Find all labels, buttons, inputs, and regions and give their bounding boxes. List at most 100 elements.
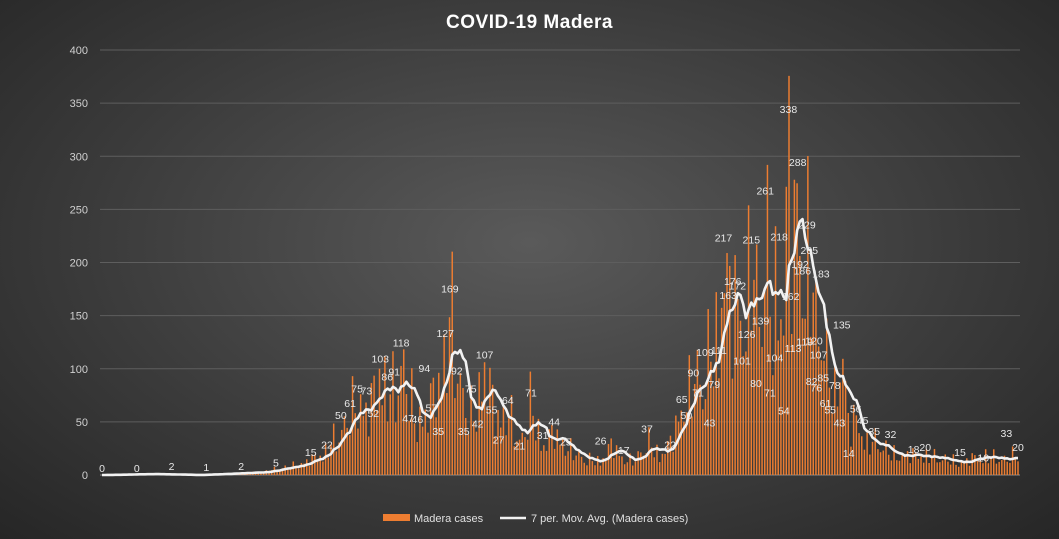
bar bbox=[384, 356, 386, 475]
bar bbox=[346, 427, 348, 475]
data-label: 61 bbox=[344, 398, 356, 410]
bar bbox=[909, 463, 911, 475]
bar bbox=[667, 441, 669, 475]
data-label: 1 bbox=[203, 462, 209, 474]
bar bbox=[354, 413, 356, 475]
bar bbox=[306, 459, 308, 475]
bar bbox=[462, 388, 464, 475]
bar bbox=[712, 386, 715, 475]
bar bbox=[381, 405, 383, 475]
bar bbox=[882, 450, 885, 475]
bar bbox=[548, 429, 550, 475]
data-label: 15 bbox=[954, 447, 966, 459]
bar bbox=[755, 244, 758, 475]
data-label: 113 bbox=[785, 343, 802, 355]
data-label: 32 bbox=[885, 429, 897, 441]
bar bbox=[728, 265, 731, 475]
bar bbox=[532, 415, 534, 475]
data-label: 27 bbox=[493, 434, 505, 446]
bar bbox=[580, 456, 583, 475]
bar bbox=[446, 393, 448, 475]
data-label: 35 bbox=[432, 426, 444, 438]
bar bbox=[373, 375, 375, 475]
data-label: 139 bbox=[752, 315, 770, 327]
bar bbox=[483, 362, 486, 475]
bar bbox=[823, 360, 825, 475]
bar bbox=[553, 448, 556, 475]
bar bbox=[481, 401, 483, 475]
bar bbox=[341, 429, 343, 475]
data-label: 135 bbox=[833, 320, 851, 332]
bar bbox=[314, 454, 316, 475]
bar bbox=[847, 412, 850, 475]
bar bbox=[416, 442, 418, 475]
bar bbox=[362, 415, 365, 475]
bar bbox=[836, 406, 839, 475]
data-label: 104 bbox=[766, 353, 784, 365]
data-label: 26 bbox=[595, 435, 607, 447]
data-label: 103 bbox=[372, 354, 390, 366]
bar bbox=[543, 445, 545, 475]
data-label: 186 bbox=[794, 265, 812, 277]
bar bbox=[890, 460, 893, 475]
bar bbox=[796, 183, 798, 475]
data-label: 0 bbox=[99, 463, 105, 475]
bar bbox=[559, 444, 561, 475]
bar bbox=[658, 462, 661, 475]
bar bbox=[817, 346, 820, 475]
data-label: 65 bbox=[676, 394, 688, 406]
bar bbox=[855, 415, 858, 475]
bar bbox=[473, 421, 475, 475]
data-label: 338 bbox=[780, 104, 798, 116]
bar bbox=[642, 455, 645, 475]
bar bbox=[443, 334, 445, 475]
data-label: 162 bbox=[782, 291, 800, 303]
bar bbox=[920, 456, 922, 475]
data-label: 43 bbox=[704, 417, 716, 429]
bar bbox=[645, 453, 647, 475]
bar bbox=[413, 423, 416, 475]
bar bbox=[979, 455, 982, 475]
bar bbox=[591, 461, 594, 475]
bar bbox=[311, 454, 313, 475]
bar bbox=[702, 409, 704, 475]
data-label: 176 bbox=[724, 276, 742, 288]
data-label: 71 bbox=[525, 388, 537, 400]
bar bbox=[545, 450, 548, 475]
data-label: 33 bbox=[1001, 428, 1013, 440]
data-label: 50 bbox=[335, 410, 347, 422]
data-label: 192 bbox=[791, 259, 809, 271]
data-label: 18 bbox=[908, 444, 920, 456]
bar bbox=[850, 446, 852, 475]
bar bbox=[295, 467, 297, 475]
bar bbox=[871, 441, 874, 475]
data-label: 50 bbox=[681, 410, 693, 422]
bar bbox=[974, 455, 976, 475]
bar bbox=[405, 394, 408, 475]
bar bbox=[804, 318, 806, 475]
data-label: 172 bbox=[729, 280, 747, 292]
data-label: 75 bbox=[351, 383, 363, 395]
bar bbox=[605, 458, 607, 475]
bar bbox=[459, 373, 462, 475]
bar bbox=[281, 468, 284, 475]
bar bbox=[438, 372, 440, 475]
bar bbox=[1014, 458, 1017, 475]
bar bbox=[540, 450, 542, 475]
bar bbox=[429, 383, 432, 475]
bar bbox=[586, 465, 588, 475]
bar bbox=[764, 288, 766, 475]
bar bbox=[933, 448, 936, 475]
data-label: 17 bbox=[618, 445, 630, 457]
data-label: 109 bbox=[696, 347, 714, 359]
bar bbox=[1001, 459, 1003, 475]
bar bbox=[922, 462, 925, 475]
data-label: 20 bbox=[1012, 442, 1024, 454]
bar bbox=[731, 378, 734, 475]
data-label: 31 bbox=[537, 430, 549, 442]
bar bbox=[914, 452, 917, 475]
data-label: 229 bbox=[798, 220, 816, 232]
bar bbox=[400, 365, 402, 475]
